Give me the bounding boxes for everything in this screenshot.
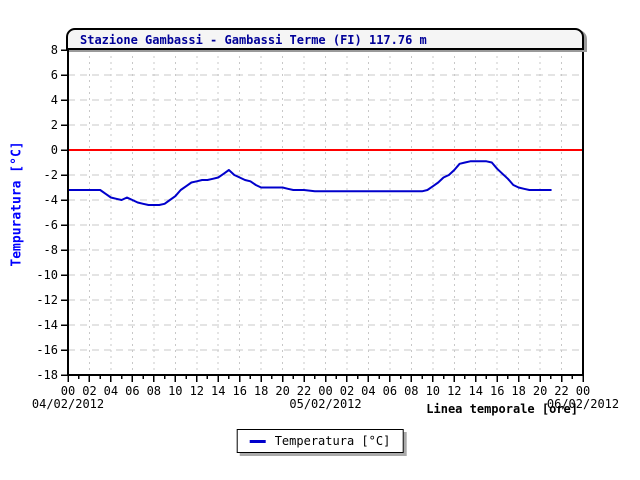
y-tick-label: 2 <box>51 118 58 132</box>
legend-line-sample <box>249 439 266 443</box>
gridlines <box>68 50 583 375</box>
y-tick-label: 4 <box>51 93 58 107</box>
y-tick-label: -18 <box>36 368 58 382</box>
x-tick-label: 08 <box>404 384 418 398</box>
x-tick-label: 22 <box>554 384 568 398</box>
axis-ticks <box>61 49 584 382</box>
y-tick-label: -4 <box>44 193 58 207</box>
temperature-line <box>67 160 552 206</box>
x-tick-label: 02 <box>340 384 354 398</box>
y-tick-label: 0 <box>51 143 58 157</box>
x-tick-label: 14 <box>211 384 225 398</box>
x-tick-label: 18 <box>511 384 525 398</box>
x-date-label: 04/02/2012 <box>32 397 104 411</box>
x-axis-title: Linea temporale [ore] <box>426 402 578 416</box>
x-tick-label: 00 <box>318 384 332 398</box>
y-tick-label: -12 <box>36 293 58 307</box>
x-tick-label: 06 <box>125 384 139 398</box>
y-tick-label: -8 <box>44 243 58 257</box>
x-tick-label: 20 <box>533 384 547 398</box>
x-tick-label: 04 <box>104 384 118 398</box>
x-tick-label: 00 <box>61 384 75 398</box>
y-axis-label: Tempuratura [°C] <box>9 141 25 267</box>
x-tick-label: 18 <box>254 384 268 398</box>
y-tick-label: 6 <box>51 68 58 82</box>
x-tick-label: 16 <box>490 384 504 398</box>
chart-title-band: Stazione Gambassi - Gambassi Terme (FI) … <box>66 28 584 50</box>
y-tick-label: -16 <box>36 343 58 357</box>
x-date-label: 06/02/2012 <box>547 397 619 411</box>
x-tick-label: 12 <box>447 384 461 398</box>
legend-box: Temperatura [°C] <box>236 429 404 453</box>
x-tick-label: 10 <box>168 384 182 398</box>
x-tick-label: 14 <box>468 384 482 398</box>
x-tick-label: 22 <box>297 384 311 398</box>
x-tick-label: 00 <box>576 384 590 398</box>
x-tick-label: 16 <box>232 384 246 398</box>
x-tick-label: 20 <box>275 384 289 398</box>
legend-label: Temperatura [°C] <box>274 434 391 448</box>
chart-title: Stazione Gambassi - Gambassi Terme (FI) … <box>80 33 427 47</box>
y-tick-label: -2 <box>44 168 58 182</box>
plot-border <box>67 49 584 376</box>
y-tick-label: -10 <box>36 268 58 282</box>
x-tick-label: 12 <box>190 384 204 398</box>
x-tick-label: 02 <box>82 384 96 398</box>
x-tick-label: 08 <box>147 384 161 398</box>
y-tick-label: -14 <box>36 318 58 332</box>
y-tick-label: 8 <box>51 43 58 57</box>
x-date-label: 05/02/2012 <box>289 397 361 411</box>
y-tick-label: -6 <box>44 218 58 232</box>
x-tick-label: 04 <box>361 384 375 398</box>
x-tick-label: 10 <box>426 384 440 398</box>
x-tick-label: 06 <box>383 384 397 398</box>
